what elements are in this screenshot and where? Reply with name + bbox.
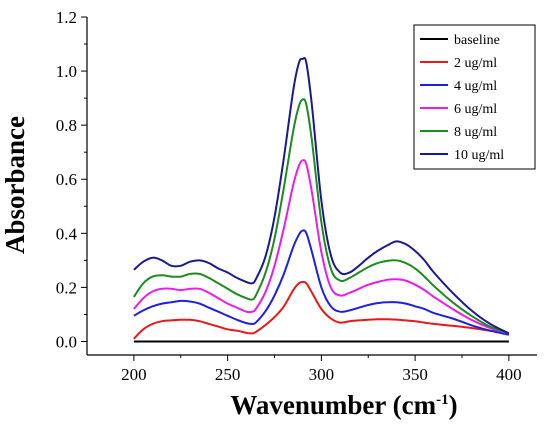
x-tick-label: 300 — [309, 365, 335, 384]
legend-label: 4 ug/ml — [454, 79, 497, 94]
series-line-8-ug-ml — [133, 98, 510, 335]
y-tick-label: 0.4 — [56, 224, 78, 243]
legend-label: baseline — [454, 33, 500, 48]
legend: baseline 2 ug/ml 4 ug/ml 6 ug/ml 8 ug/ml 10 u… — [413, 24, 536, 170]
series-line-6-ug-ml — [133, 159, 510, 335]
series-line-10-ug-ml — [133, 56, 510, 335]
x-tick-label: 400 — [496, 365, 522, 384]
series-line-4-ug-ml — [133, 229, 510, 336]
x-tick-label: 350 — [402, 365, 428, 384]
x-tick-label: 250 — [215, 365, 241, 384]
legend-label: 6 ug/ml — [454, 102, 497, 117]
y-tick-label: 0.2 — [56, 278, 77, 297]
axes-layer: 0.0 0.2 0.4 0.6 0.8 1.0 1.2 200 250 300 350 400 — [56, 8, 537, 384]
y-tick-label: 1.0 — [56, 62, 77, 81]
legend-label: 2 ug/ml — [454, 56, 497, 71]
series-layer — [133, 56, 510, 343]
y-tick-label: 1.2 — [56, 8, 77, 27]
legend-label: 8 ug/ml — [454, 125, 497, 140]
y-tick-label: 0.8 — [56, 116, 77, 135]
y-tick-label: 0.6 — [56, 170, 77, 189]
series-line-2-ug-ml — [133, 280, 510, 340]
x-axis-title: Wavenumber (cm-1) — [230, 390, 457, 420]
axis-titles: Wavenumber (cm-1) Absorbance — [0, 116, 458, 420]
y-axis-title: Absorbance — [0, 116, 30, 254]
legend-label: 10 ug/ml — [454, 148, 504, 163]
x-tick-label: 200 — [121, 365, 147, 384]
y-tick-label: 0.0 — [56, 332, 77, 351]
legend-frame — [413, 24, 536, 170]
